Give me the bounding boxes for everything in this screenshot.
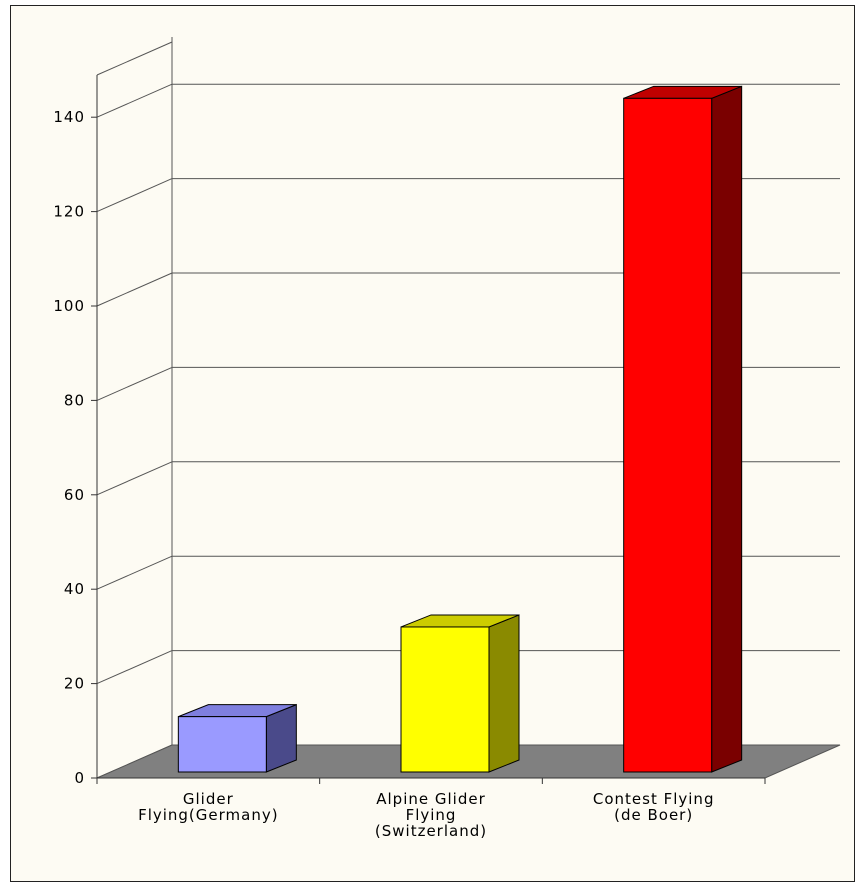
x-category-label-2: Contest Flying (de Boer) bbox=[593, 790, 715, 824]
bars bbox=[177, 85, 743, 773]
bar-1 bbox=[400, 614, 520, 773]
gridline-side-100 bbox=[96, 272, 173, 307]
x-category-label-0-line-1: Flying(Germany) bbox=[138, 806, 279, 824]
y-tick-label-100: 100 bbox=[53, 297, 85, 315]
x-category-label-0-line-0: Glider bbox=[183, 790, 234, 808]
x-category-label-1-line-0: Alpine Glider bbox=[376, 790, 486, 808]
axes bbox=[96, 37, 766, 784]
y-tick-label-120: 120 bbox=[53, 203, 85, 221]
y-axis-ticks: 0 20 40 60 80 100 120 140 bbox=[53, 108, 97, 787]
bar-side-2 bbox=[711, 85, 743, 773]
gridline-side-20 bbox=[96, 650, 173, 685]
bar-2 bbox=[623, 85, 743, 773]
y-tick-label-40: 40 bbox=[64, 580, 85, 598]
y-tick-label-0: 0 bbox=[74, 769, 85, 787]
x-category-label-1-line-2: (Switzerland) bbox=[375, 822, 487, 840]
gridline-side-80 bbox=[96, 366, 173, 401]
y-tick-label-80: 80 bbox=[64, 391, 85, 409]
x-category-label-1-line-1: Flying bbox=[406, 806, 457, 824]
bar-face-1 bbox=[400, 626, 490, 773]
x-category-label-1: Alpine Glider Flying (Switzerland) bbox=[375, 790, 487, 840]
gridline-side-60 bbox=[96, 461, 173, 496]
y-tick-label-140: 140 bbox=[53, 108, 85, 126]
gridline-side-40 bbox=[96, 555, 173, 590]
gridline-side-140 bbox=[96, 83, 173, 118]
y-tick-label-60: 60 bbox=[64, 486, 85, 504]
x-category-label-2-line-1: (de Boer) bbox=[614, 806, 693, 824]
x-axis-labels: Glider Flying(Germany)Alpine Glider Flying… bbox=[138, 790, 715, 840]
bar-face-2 bbox=[623, 97, 713, 773]
bar-0 bbox=[177, 703, 297, 773]
x-category-label-2-line-0: Contest Flying bbox=[593, 790, 715, 808]
wall-top-edge bbox=[96, 41, 173, 76]
gridline-side-120 bbox=[96, 178, 173, 213]
y-tick-label-20: 20 bbox=[64, 675, 85, 693]
x-category-label-0: Glider Flying(Germany) bbox=[138, 790, 279, 824]
bar-side-1 bbox=[488, 614, 520, 773]
bar-face-0 bbox=[177, 716, 267, 773]
